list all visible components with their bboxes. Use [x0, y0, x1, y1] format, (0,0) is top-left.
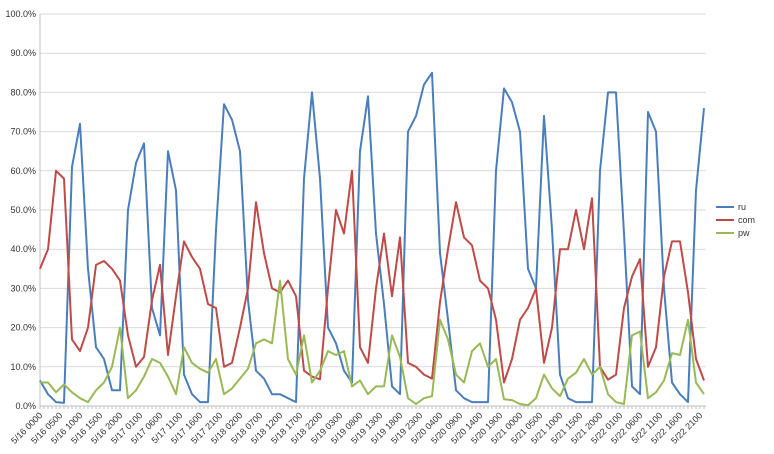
series-line-pw [40, 279, 705, 407]
y-tick-label: 40.0% [10, 244, 36, 254]
y-axis-ticks: 0.0% 10.0% 20.0% 30.0% 40.0% 50.0% 60.0% 70.0% 8… [5, 9, 36, 411]
y-tick-label: 50.0% [10, 205, 36, 215]
y-tick-label: 90.0% [10, 48, 36, 58]
y-tick-label: 20.0% [10, 323, 36, 333]
series-line-ru [39, 71, 705, 404]
y-tick-label: 10.0% [10, 362, 36, 372]
legend-label-ru: ru [738, 202, 746, 212]
y-tick-label: 0.0% [15, 401, 36, 411]
y-tick-label: 80.0% [10, 87, 36, 97]
y-tick-label: 60.0% [10, 166, 36, 176]
legend-label-com: com [738, 215, 755, 225]
y-tick-label: 70.0% [10, 127, 36, 137]
y-tick-label: 100.0% [5, 9, 36, 19]
series-lines [39, 71, 705, 407]
legend-label-pw: pw [738, 228, 750, 238]
legend: ru com pw [716, 202, 755, 238]
series-line-com [39, 169, 705, 384]
y-tick-label: 30.0% [10, 283, 36, 293]
